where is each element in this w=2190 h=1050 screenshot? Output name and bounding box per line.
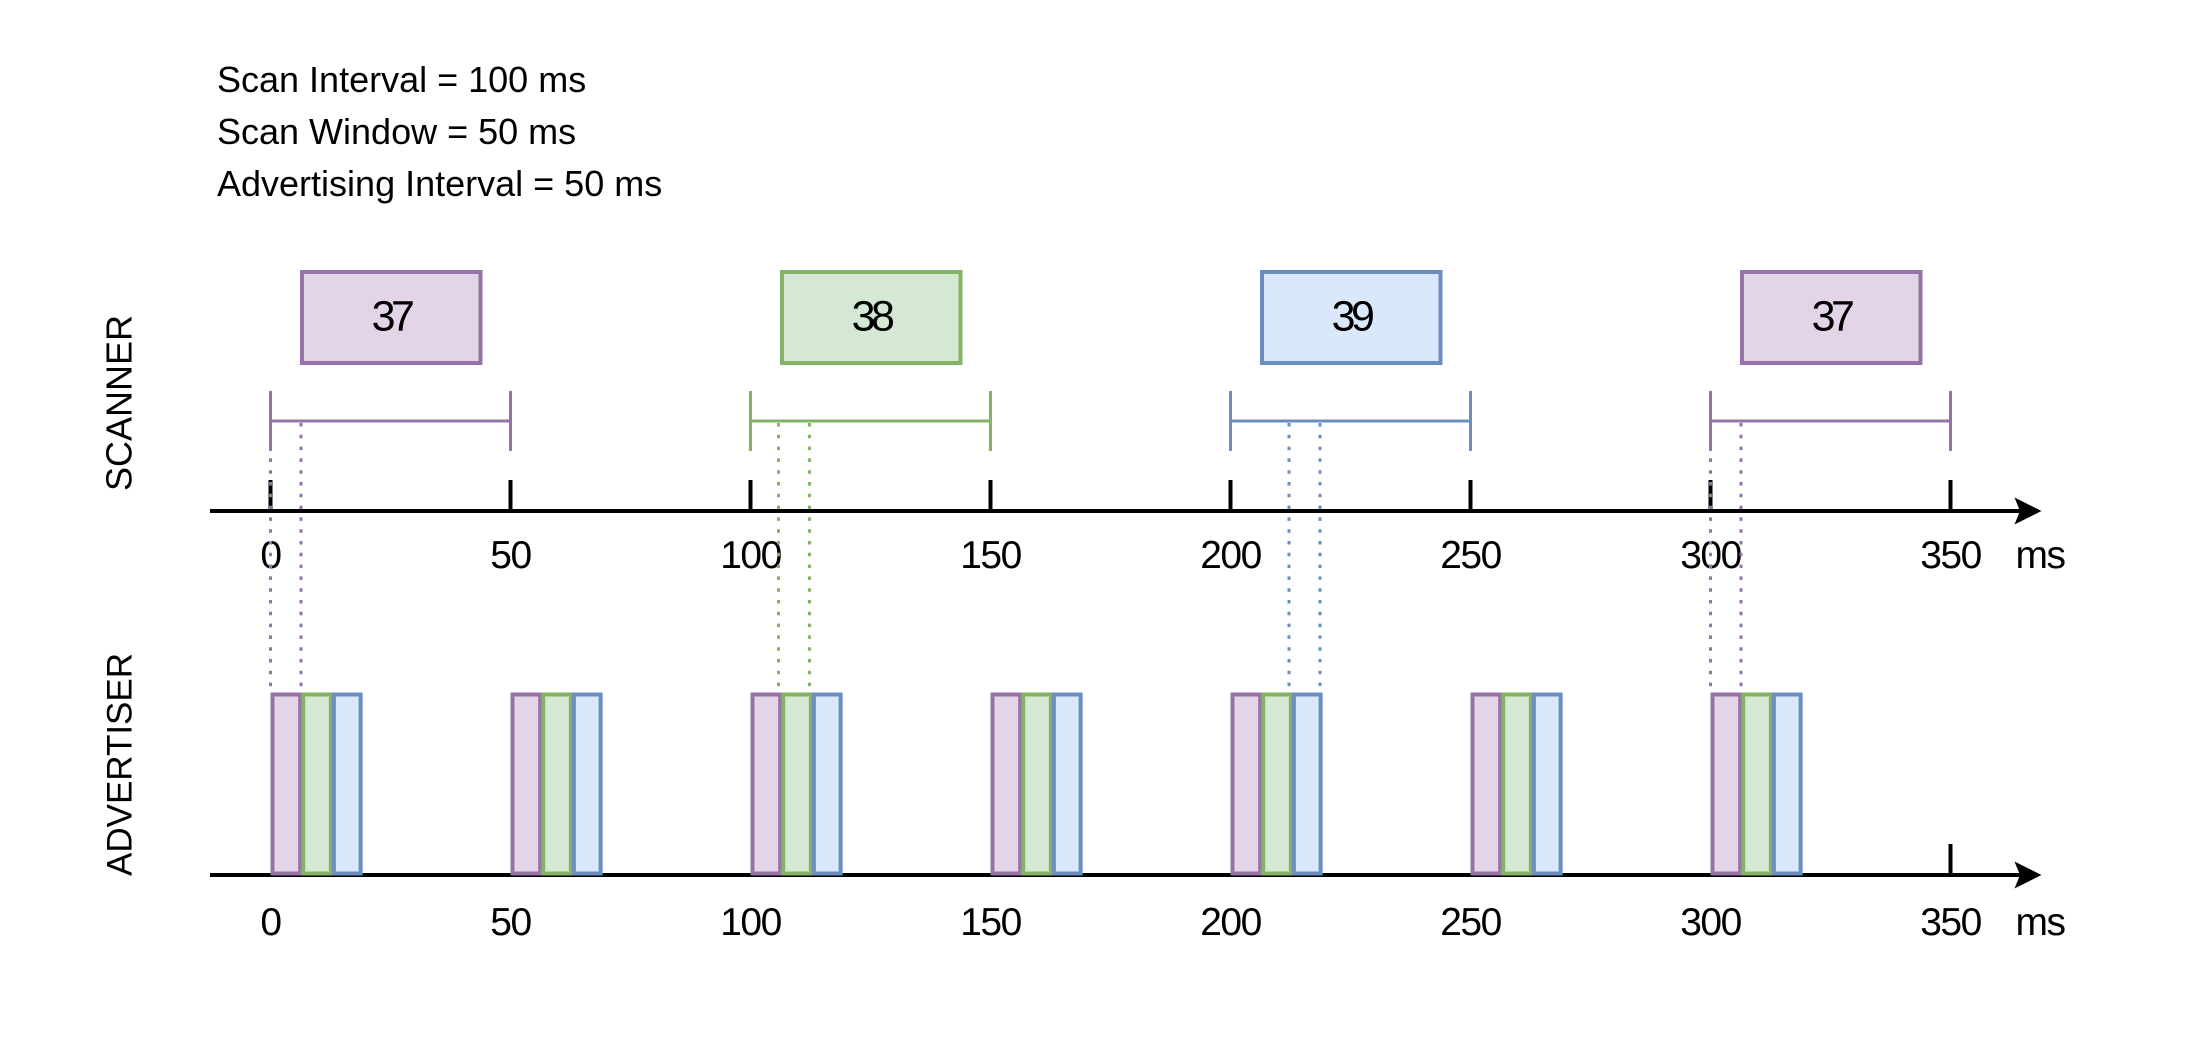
svg-text:50: 50 [490, 901, 531, 944]
svg-text:Scan Window = 50 ms: Scan Window = 50 ms [217, 111, 576, 152]
svg-text:100: 100 [720, 901, 781, 944]
svg-text:39: 39 [1332, 293, 1373, 341]
svg-text:37: 37 [372, 293, 413, 341]
svg-text:ms: ms [2016, 534, 2066, 577]
svg-text:200: 200 [1200, 534, 1261, 577]
svg-text:37: 37 [1812, 293, 1853, 341]
svg-text:300: 300 [1680, 901, 1741, 944]
svg-text:Scan Interval = 100 ms: Scan Interval = 100 ms [217, 59, 586, 100]
svg-text:350: 350 [1920, 534, 1981, 577]
svg-text:150: 150 [960, 901, 1021, 944]
svg-text:ADVERTISER: ADVERTISER [101, 653, 140, 876]
svg-text:350: 350 [1920, 901, 1981, 944]
svg-text:200: 200 [1200, 901, 1261, 944]
svg-text:50: 50 [490, 534, 531, 577]
svg-text:100: 100 [720, 534, 781, 577]
svg-text:38: 38 [852, 293, 894, 341]
svg-text:ms: ms [2016, 901, 2066, 944]
svg-text:150: 150 [960, 534, 1021, 577]
svg-text:Advertising Interval = 50 ms: Advertising Interval = 50 ms [217, 163, 662, 204]
svg-text:250: 250 [1440, 901, 1501, 944]
svg-text:250: 250 [1440, 534, 1501, 577]
svg-text:0: 0 [260, 901, 281, 944]
svg-text:SCANNER: SCANNER [99, 315, 140, 491]
